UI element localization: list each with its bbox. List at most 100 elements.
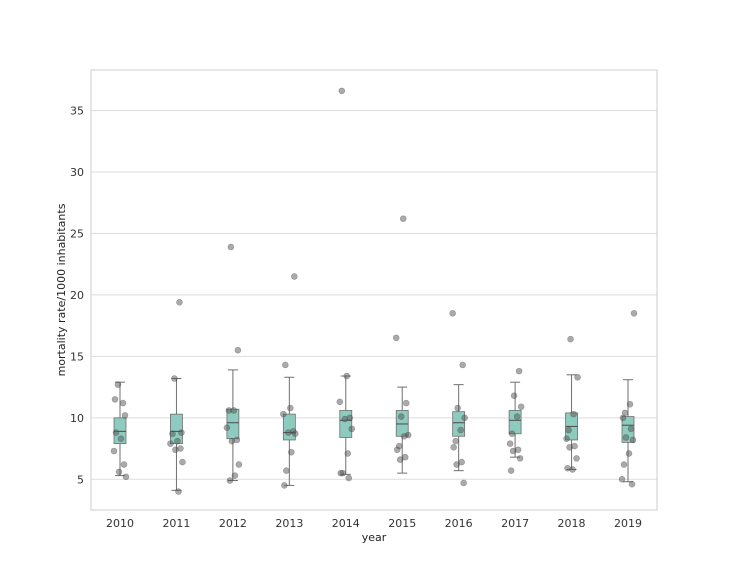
data-point (566, 444, 573, 451)
y-tick-label: 5 (77, 473, 84, 486)
data-point (344, 450, 352, 457)
data-point (175, 488, 182, 495)
data-point (618, 475, 626, 483)
data-point (285, 429, 292, 436)
data-point (282, 361, 289, 369)
data-point (461, 414, 468, 422)
y-tick-label: 30 (70, 166, 84, 179)
x-tick-label: 2014 (332, 517, 360, 530)
data-point (569, 466, 576, 473)
data-point (516, 455, 524, 462)
data-point (171, 375, 178, 382)
y-tick-label: 20 (70, 289, 84, 302)
data-point (570, 410, 577, 418)
data-point (506, 440, 514, 447)
y-tick-label: 35 (70, 105, 84, 118)
data-point (228, 437, 236, 445)
data-point (345, 474, 353, 482)
data-point (622, 434, 630, 441)
data-point (393, 446, 401, 454)
data-point (620, 461, 628, 468)
data-point (563, 435, 570, 443)
y-tick-label: 15 (70, 350, 84, 363)
data-point (459, 361, 466, 369)
x-tick-label: 2017 (501, 517, 529, 530)
data-point (513, 413, 521, 420)
x-tick-label: 2011 (162, 517, 190, 530)
data-point (287, 404, 294, 412)
data-point (517, 403, 525, 411)
data-point (626, 401, 634, 408)
y-tick-label: 10 (70, 412, 84, 425)
data-point (515, 367, 523, 375)
data-point (507, 467, 515, 474)
data-point (178, 429, 185, 436)
data-point (400, 432, 408, 440)
data-point (401, 453, 409, 461)
point-series (110, 87, 638, 495)
data-point (628, 480, 636, 488)
data-point (630, 310, 638, 317)
data-point (338, 87, 346, 95)
data-point (167, 440, 174, 447)
x-tick-label: 2013 (275, 517, 303, 530)
grid-lines (91, 110, 657, 480)
data-point (460, 479, 467, 487)
data-point (120, 461, 128, 468)
data-point (341, 415, 349, 423)
x-axis-label: year (362, 531, 387, 544)
data-point (223, 424, 231, 431)
data-point (291, 273, 298, 280)
data-point (508, 430, 516, 438)
x-tick-label: 2012 (219, 517, 247, 530)
data-point (397, 413, 405, 420)
data-point (510, 392, 518, 399)
data-point (625, 450, 633, 457)
data-point (110, 447, 118, 455)
x-tick-label: 2010 (106, 517, 134, 530)
data-point (450, 444, 457, 451)
x-tick-labels: 2010 2011 2012 2013 2014 2015 2016 2017 2018 2019 (106, 517, 642, 530)
data-point (396, 456, 404, 463)
data-point (509, 447, 517, 455)
data-point (343, 372, 351, 380)
data-point (281, 482, 288, 489)
data-point (452, 437, 459, 445)
data-point (235, 461, 243, 468)
data-point (111, 396, 119, 403)
data-point (627, 425, 635, 433)
data-point (115, 468, 123, 476)
data-point (283, 467, 290, 474)
data-point (402, 399, 410, 407)
data-point (619, 414, 627, 422)
data-point (280, 410, 287, 418)
data-point (565, 426, 572, 434)
data-point (288, 448, 295, 456)
data-point (573, 455, 580, 462)
data-point (227, 243, 235, 251)
data-point (458, 458, 465, 466)
data-point (172, 446, 179, 454)
data-point (234, 346, 242, 354)
data-point (348, 425, 356, 433)
data-point (169, 430, 176, 438)
data-point (226, 477, 234, 484)
data-point (292, 430, 299, 438)
x-tick-label: 2019 (614, 517, 642, 530)
iqr-box (508, 410, 522, 435)
x-tick-label: 2015 (388, 517, 416, 530)
data-point (399, 215, 407, 223)
plot-frame (90, 69, 658, 511)
data-point (122, 473, 130, 481)
data-point (567, 335, 574, 343)
data-point (337, 469, 345, 477)
data-point (119, 399, 127, 407)
data-point (231, 472, 239, 479)
data-point (574, 373, 581, 381)
y-tick-labels: 5 10 15 20 25 30 35 (70, 105, 84, 487)
data-point (117, 435, 125, 443)
data-point (179, 458, 186, 466)
x-tick-label: 2018 (558, 517, 586, 530)
data-point (121, 412, 129, 419)
